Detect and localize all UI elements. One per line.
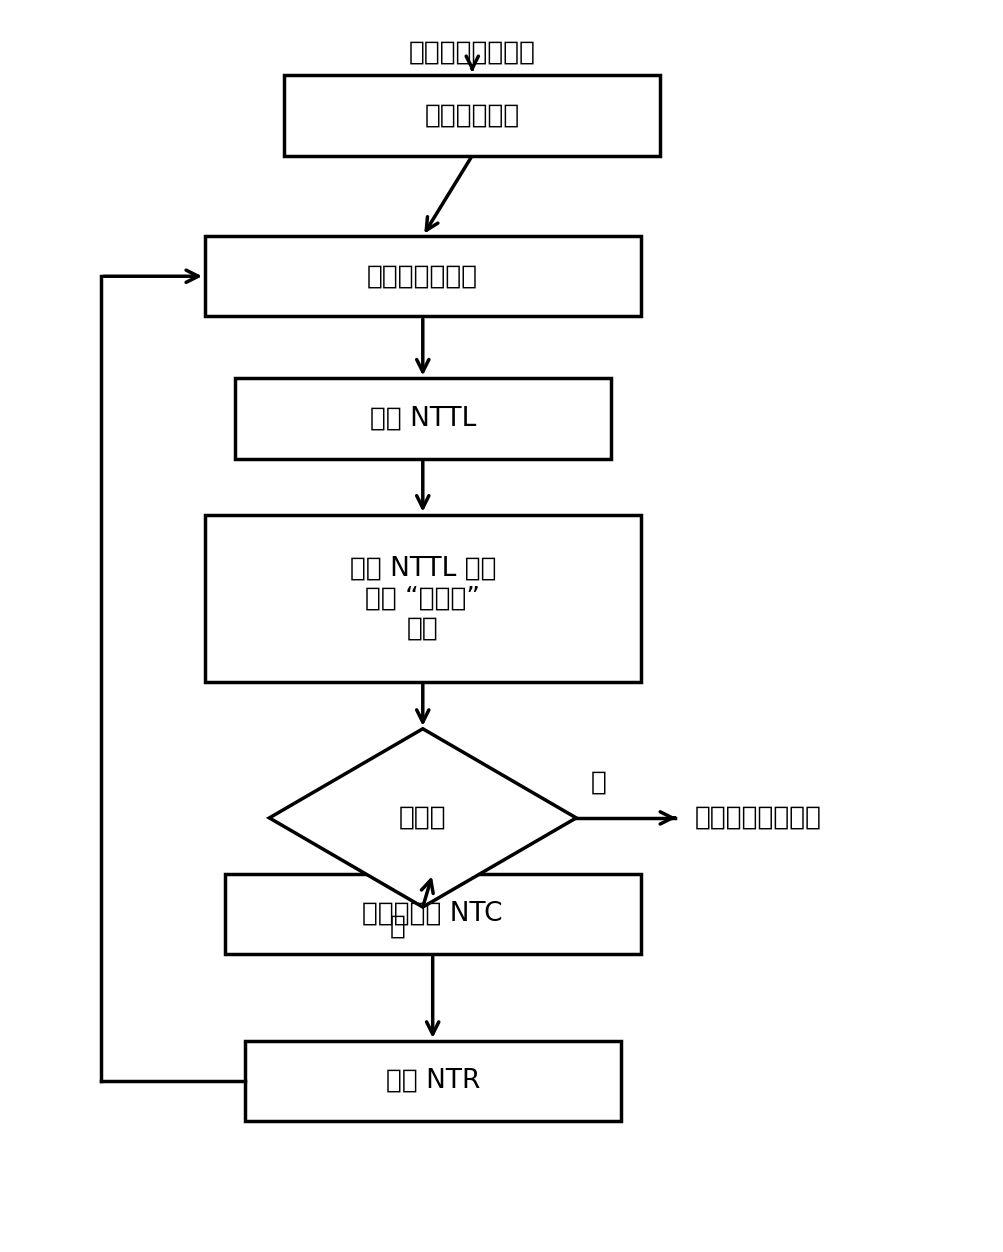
Text: 否: 否 xyxy=(591,770,607,795)
Polygon shape xyxy=(269,729,576,906)
FancyBboxPatch shape xyxy=(205,515,640,682)
Text: 发起邻居发现: 发起邻居发现 xyxy=(424,103,520,128)
Text: 结束拓扑发现过程: 结束拓扑发现过程 xyxy=(694,805,821,831)
Text: 是: 是 xyxy=(390,913,405,939)
Text: 发送命令帧 NTC: 发送命令帧 NTC xyxy=(362,901,503,926)
Text: 触发拓扑发现过程: 触发拓扑发现过程 xyxy=(408,40,536,66)
FancyBboxPatch shape xyxy=(235,378,610,458)
Text: 更新网络拓扑表: 更新网络拓扑表 xyxy=(367,263,477,289)
Text: 更新 NTTL: 更新 NTTL xyxy=(369,406,475,432)
FancyBboxPatch shape xyxy=(284,75,660,155)
Text: 查找 NTTL 中第
一个 “未调度”
节点: 查找 NTTL 中第 一个 “未调度” 节点 xyxy=(349,555,495,641)
Text: 找到？: 找到？ xyxy=(398,805,446,831)
Text: 接收 NTR: 接收 NTR xyxy=(385,1068,479,1094)
FancyBboxPatch shape xyxy=(225,874,640,954)
FancyBboxPatch shape xyxy=(245,1040,620,1122)
FancyBboxPatch shape xyxy=(205,235,640,317)
